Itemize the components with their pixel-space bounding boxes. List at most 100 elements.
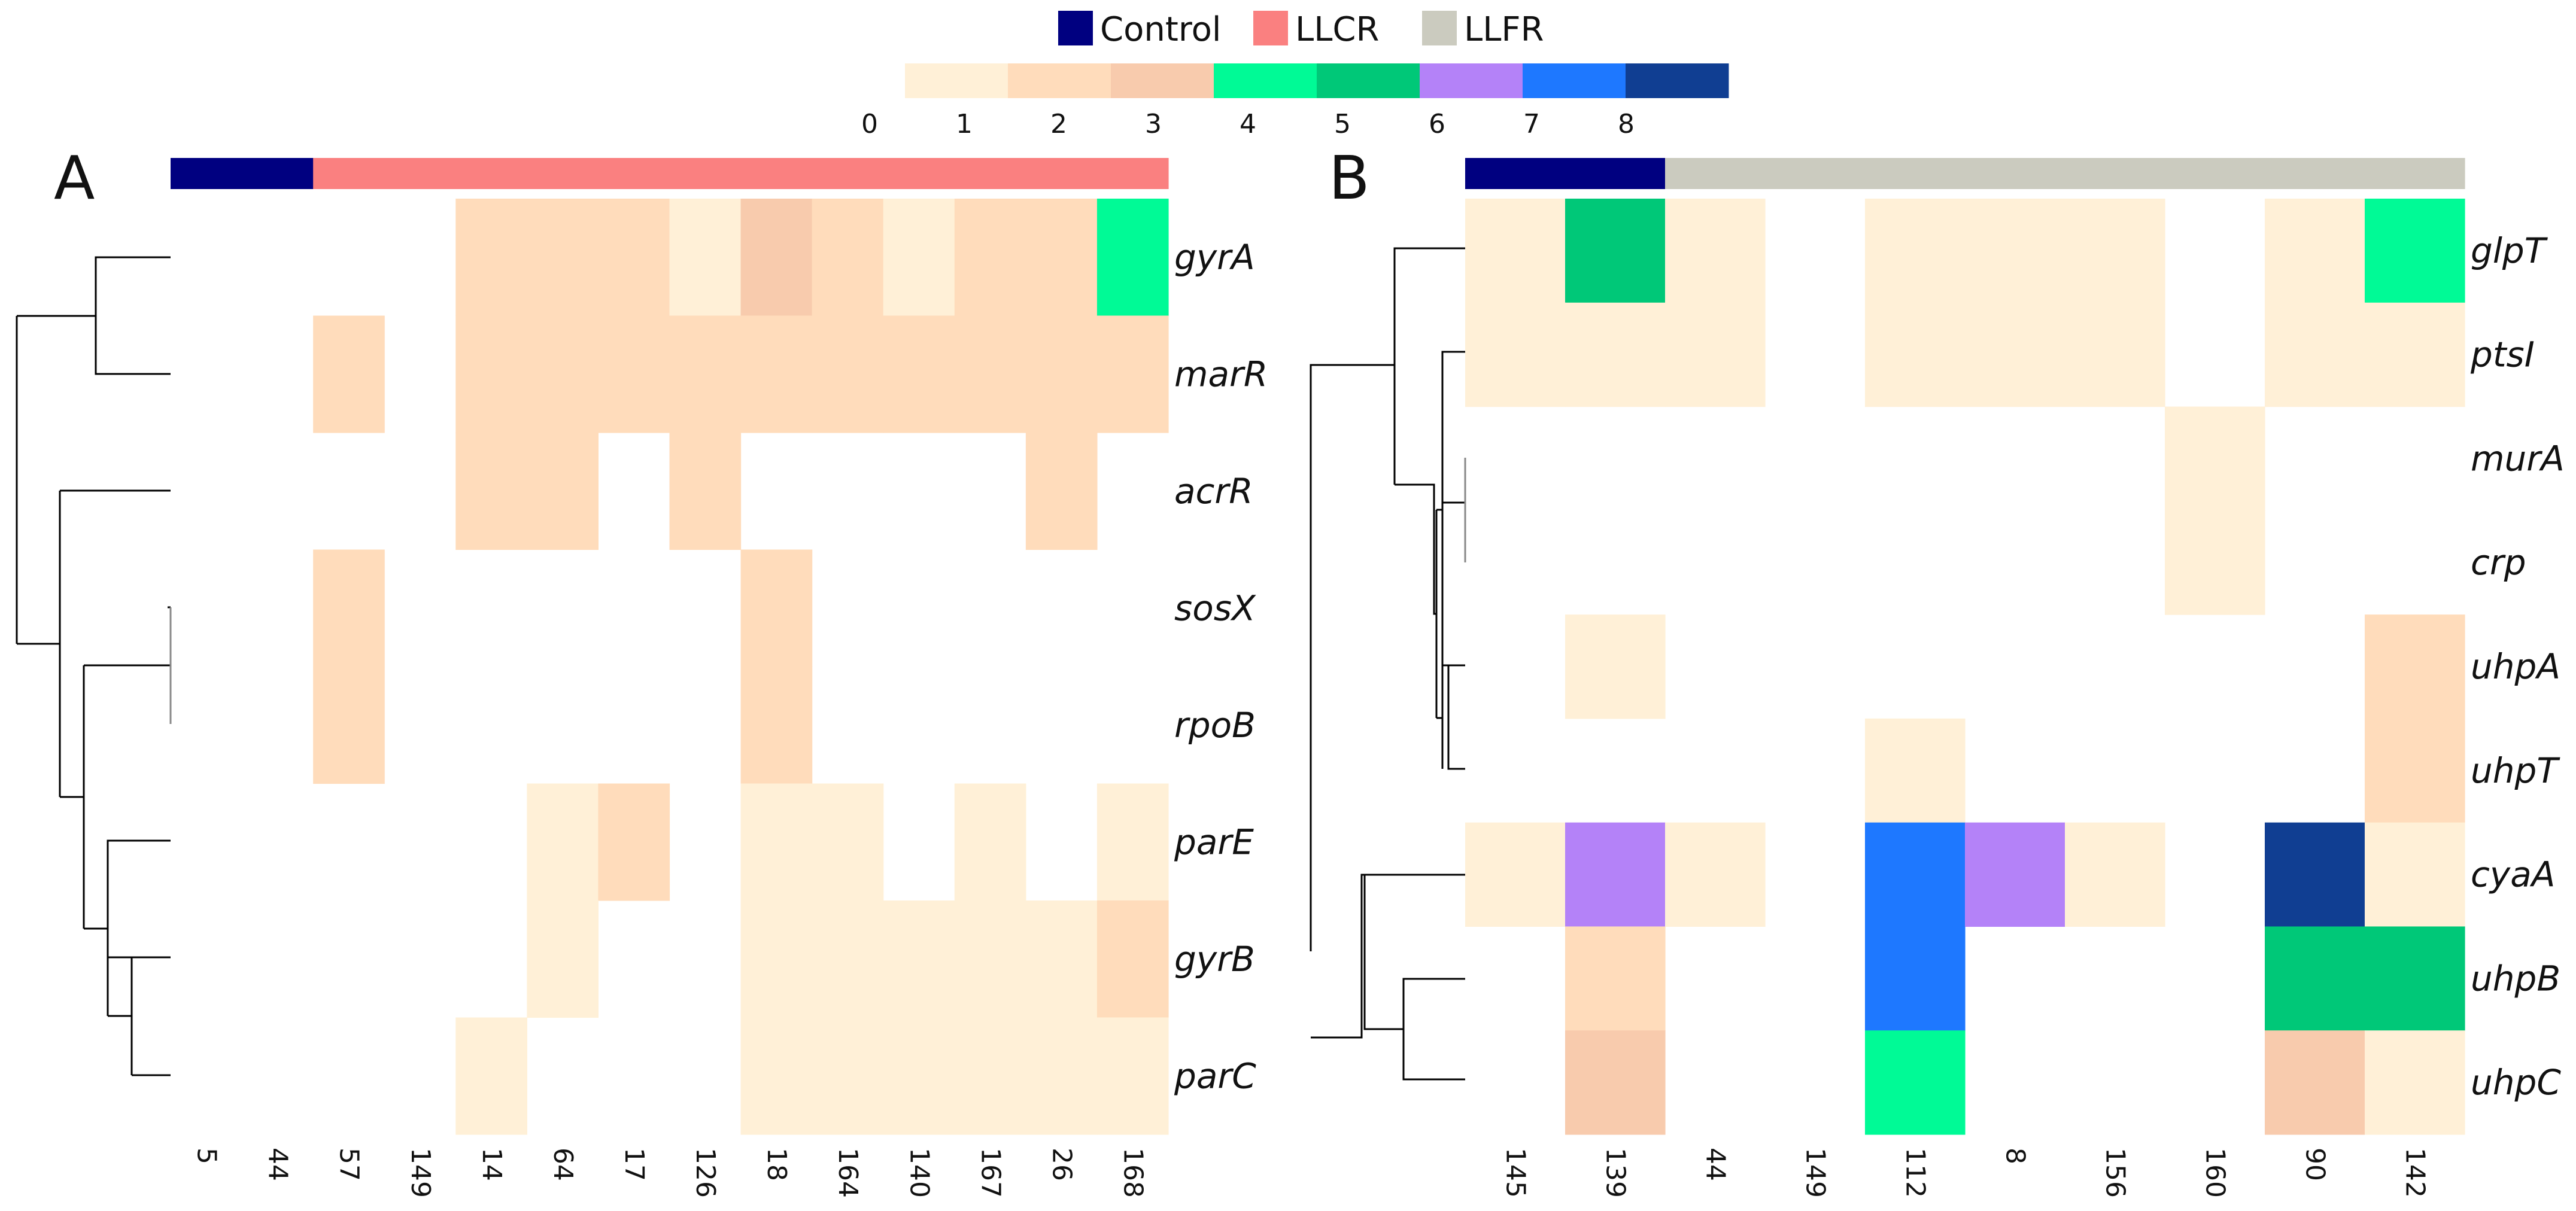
heatmap-cell-gyrB-168 <box>1096 900 1169 1018</box>
row-label-rpoB: rpoB <box>1174 705 1256 746</box>
group-bar-cell-167 <box>954 158 1026 189</box>
heatmap-cell-uhpC-112 <box>1865 1030 1966 1135</box>
heatmap-cell-parE-168 <box>1096 783 1169 901</box>
heatmap-cell-parE-18 <box>740 783 813 901</box>
dendrogram-a-branch <box>168 489 171 608</box>
color-scale-swatch-6 <box>1420 63 1523 98</box>
color-scale-bar <box>905 63 1729 98</box>
dendrogram-b-branch <box>1447 664 1465 770</box>
group-bar-cell-44 <box>1665 158 1766 189</box>
row-label-gyrB: gyrB <box>1174 939 1255 979</box>
row-label-parC: parC <box>1174 1055 1256 1096</box>
heatmap-cell-marR-168 <box>1096 315 1169 433</box>
color-scale-swatch-5 <box>1317 63 1420 98</box>
heatmap-cell-cyaA-139 <box>1565 822 1666 927</box>
row-label-crp: crp <box>2471 542 2526 583</box>
column-label-156: 156 <box>2100 1148 2131 1198</box>
heatmap-cell-uhpT-112 <box>1865 718 1966 823</box>
color-scale-swatch-2 <box>1008 63 1111 98</box>
column-label-8: 8 <box>2000 1148 2031 1164</box>
color-scale-tick-3: 3 <box>1145 109 1162 139</box>
heatmap-cell-gyrB-140 <box>883 900 955 1018</box>
heatmap-cell-glpT-112 <box>1865 199 1966 303</box>
heatmap-cell-marR-57 <box>313 315 385 433</box>
row-label-uhpA: uhpA <box>2471 646 2560 687</box>
heatmap-cell-marR-18 <box>740 315 813 433</box>
color-scale-swatch-1 <box>905 63 1008 98</box>
heatmap-cell-acrR-64 <box>527 433 599 550</box>
heatmap-cell-cyaA-145 <box>1465 822 1566 927</box>
column-label-145: 145 <box>1500 1148 1531 1198</box>
heatmap-cell-gyrB-64 <box>527 900 599 1018</box>
legend-group-control: Control <box>1058 10 1221 49</box>
heatmap-cell-marR-140 <box>883 315 955 433</box>
heatmap-cell-glpT-139 <box>1565 199 1666 303</box>
column-label-64: 64 <box>548 1148 578 1181</box>
legend-group-llfr: LLFR <box>1422 10 1544 49</box>
heatmap-cell-rpoB-18 <box>740 667 813 784</box>
heatmap-cell-glpT-142 <box>2365 199 2465 303</box>
legend-label-llfr: LLFR <box>1464 10 1544 49</box>
heatmap-cell-uhpC-139 <box>1565 1030 1666 1135</box>
heatmap-cell-parE-64 <box>527 783 599 901</box>
heatmap-cell-parC-18 <box>740 1017 813 1135</box>
heatmap-cell-gyrA-126 <box>669 199 742 317</box>
group-bar-cell-140 <box>883 158 955 189</box>
color-scale-tick-2: 2 <box>1050 109 1067 139</box>
column-label-57: 57 <box>334 1148 364 1181</box>
heatmap-cell-parC-164 <box>812 1017 884 1135</box>
heatmap-cell-cyaA-156 <box>2065 822 2165 927</box>
heatmap-cell-ptsI-44 <box>1665 302 1766 407</box>
group-bar-cell-126 <box>669 158 742 189</box>
heatmap-cell-ptsI-145 <box>1465 302 1566 407</box>
row-label-uhpT: uhpT <box>2471 750 2560 791</box>
heatmap-cell-gyrA-164 <box>812 199 884 317</box>
heatmap-cell-cyaA-44 <box>1665 822 1766 927</box>
heatmap-cell-parE-167 <box>954 783 1026 901</box>
legend-swatch-llcr <box>1253 11 1288 45</box>
dendrogram-b-branch <box>1393 247 1465 485</box>
column-label-168: 168 <box>1117 1148 1148 1198</box>
column-label-167: 167 <box>975 1148 1006 1198</box>
dendrogram-b-branch <box>1395 483 1436 615</box>
dendrogram-b <box>1310 247 1466 1081</box>
legend-label-llcr: LLCR <box>1295 10 1379 49</box>
heatmap-cell-ptsI-156 <box>2065 302 2165 407</box>
heatmap-cell-uhpT-142 <box>2365 718 2465 823</box>
group-bar-cell-14 <box>455 158 527 189</box>
group-bar-cell-164 <box>812 158 884 189</box>
group-bar-cell-168 <box>1096 158 1169 189</box>
heatmap-cell-uhpC-142 <box>2365 1030 2465 1135</box>
color-scale-tick-6: 6 <box>1429 109 1445 139</box>
legend-label-control: Control <box>1100 10 1221 49</box>
color-scale-tick-0: 0 <box>861 109 878 139</box>
heatmap-cell-cyaA-142 <box>2365 822 2465 927</box>
group-bar-cell-26 <box>1025 158 1098 189</box>
row-label-uhpC: uhpC <box>2471 1062 2561 1103</box>
dendrogram-a <box>16 256 172 1076</box>
heatmap-cell-parC-167 <box>954 1017 1026 1135</box>
column-label-5: 5 <box>192 1148 222 1164</box>
heatmap-cell-cyaA-90 <box>2265 822 2365 927</box>
group-bar-cell-57 <box>313 158 385 189</box>
dendrogram-a-branch <box>95 256 171 375</box>
heatmap-cell-gyrA-140 <box>883 199 955 317</box>
row-label-sosX: sosX <box>1174 588 1256 628</box>
heatmap-cell-cyaA-8 <box>1965 822 2065 927</box>
heatmap-cell-uhpB-139 <box>1565 926 1666 1031</box>
heatmap-cell-gyrA-18 <box>740 199 813 317</box>
heatmap-cell-glpT-156 <box>2065 199 2165 303</box>
column-label-90: 90 <box>2300 1148 2331 1181</box>
column-label-14: 14 <box>476 1148 507 1181</box>
heatmap-cell-rpoB-57 <box>313 667 385 784</box>
heatmap-cell-glpT-90 <box>2265 199 2365 303</box>
group-bar-cell-149 <box>1765 158 1866 189</box>
column-label-44: 44 <box>263 1148 293 1181</box>
group-bar-cell-64 <box>527 158 599 189</box>
heatmap-cell-uhpA-142 <box>2365 614 2465 719</box>
row-label-gyrA: gyrA <box>1174 237 1255 278</box>
row-label-glpT: glpT <box>2471 230 2548 271</box>
group-bar-cell-156 <box>2065 158 2165 189</box>
dendrogram-b-branch <box>1310 364 1395 951</box>
heatmap-cell-gyrA-14 <box>455 199 527 317</box>
